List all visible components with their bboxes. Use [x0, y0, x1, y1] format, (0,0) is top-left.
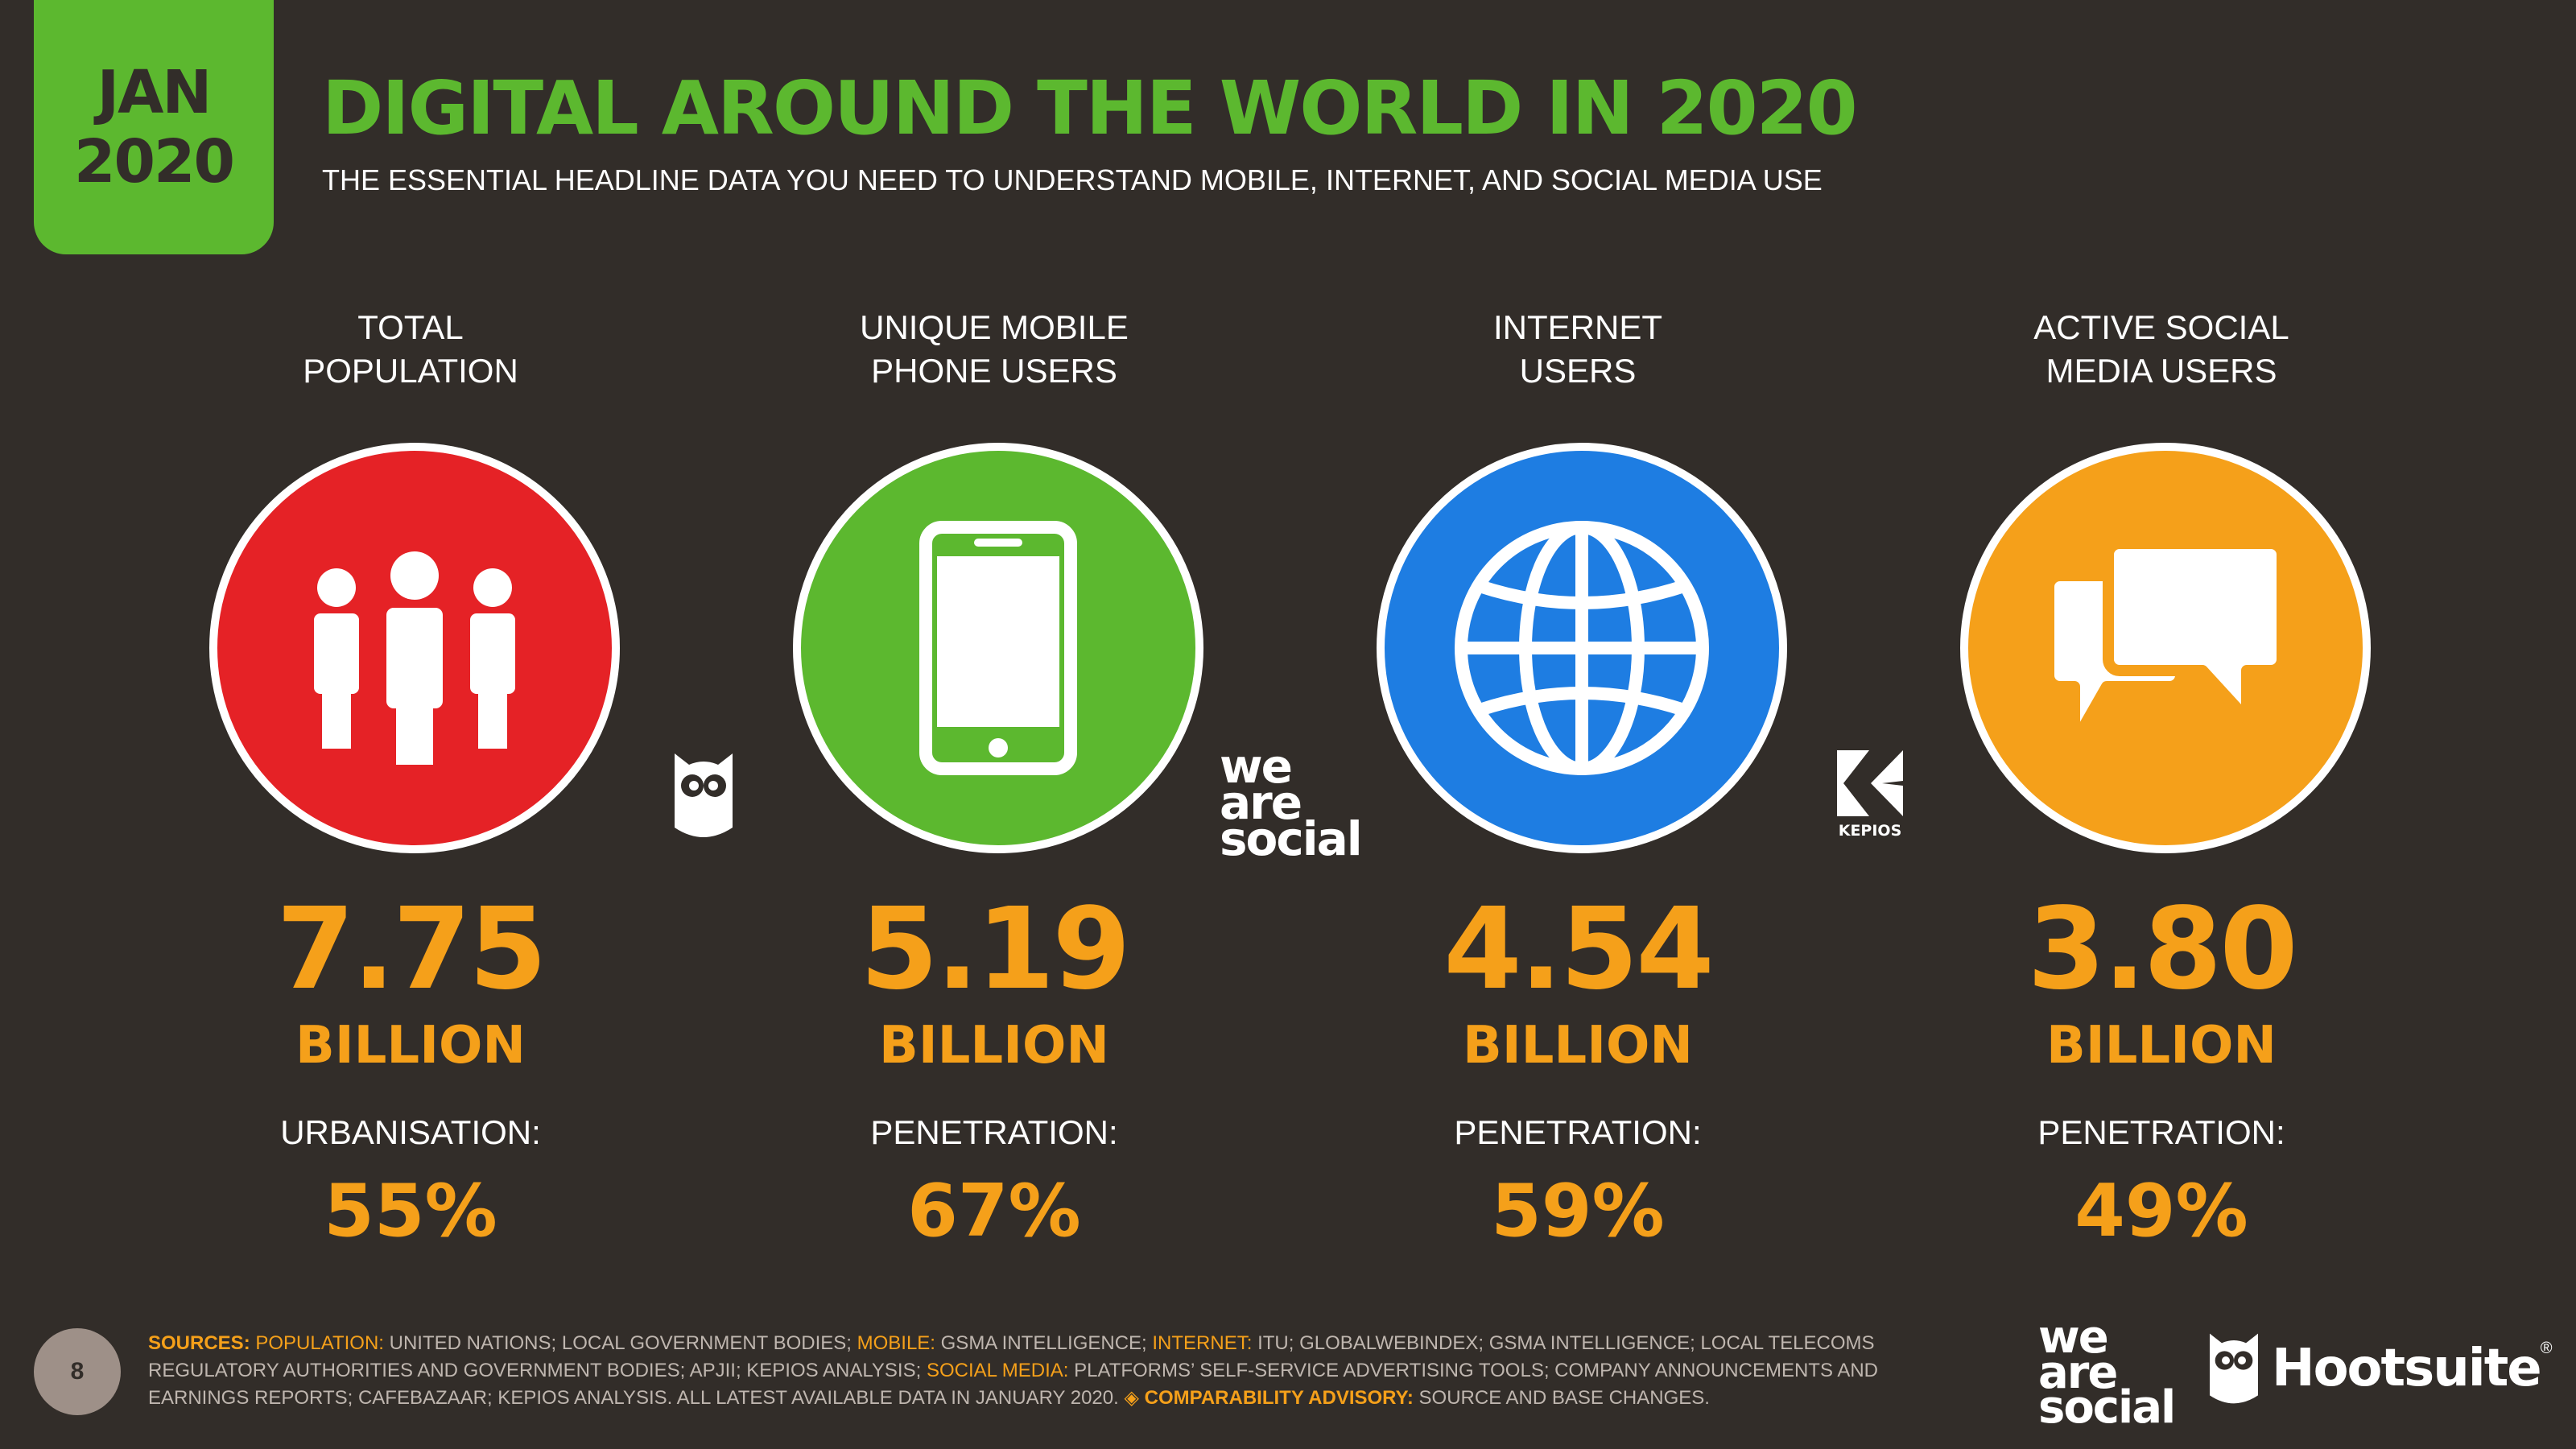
- we-are-social-word: are: [2038, 1346, 2118, 1399]
- owl-icon: [2210, 1333, 2258, 1404]
- page-title: DIGITAL AROUND THE WORLD IN 2020: [322, 65, 1858, 151]
- hootsuite-logo: Hootsuite ®: [2206, 1328, 2552, 1409]
- internet-source-label: INTERNET:: [1152, 1332, 1253, 1354]
- stat-mobile-users: UNIQUE MOBILE PHONE USERS 5.19 BILLION P…: [712, 306, 1276, 1272]
- kepios-wordmark: KEPIOS: [1838, 822, 1902, 840]
- social-source-label: SOCIAL MEDIA:: [926, 1360, 1069, 1381]
- globe-icon: [1455, 521, 1709, 775]
- stat-unit: BILLION: [879, 1016, 1109, 1075]
- stat-label: TOTAL POPULATION: [303, 308, 518, 390]
- date-badge: JAN 2020: [34, 0, 274, 254]
- date-month: JAN: [97, 58, 213, 127]
- kepios-logo: KEPIOS: [1835, 749, 1905, 840]
- stat-total-population: TOTAL POPULATION 7.75 BILLION URBANISATI…: [129, 306, 692, 1272]
- we-are-social-word: we: [1220, 739, 1293, 794]
- stat-metric-value: 67%: [907, 1169, 1081, 1253]
- stat-circle: [1960, 443, 2371, 853]
- we-are-social-word: are: [1220, 775, 1302, 831]
- stat-circle: [1377, 443, 1787, 853]
- sources-text: SOURCES: POPULATION: UNITED NATIONS; LOC…: [148, 1330, 1919, 1412]
- we-are-social-footer-logo: we are social: [2038, 1311, 2176, 1435]
- owl-icon: [675, 753, 733, 837]
- stat-value: 4.54: [1443, 884, 1714, 1015]
- stat-internet-users: INTERNET USERS 4.54 BILLION PENETRATION:…: [1296, 306, 1860, 1272]
- we-are-social-logo: we are social: [1220, 739, 1363, 867]
- stat-circle: [209, 443, 620, 853]
- stat-label: UNIQUE MOBILE PHONE USERS: [860, 308, 1129, 390]
- kepios-mark-icon: [1837, 750, 1903, 816]
- stat-metric-label: URBANISATION:: [280, 1113, 541, 1151]
- registered-mark: ®: [2540, 1340, 2553, 1357]
- chat-bubbles-icon: [2049, 543, 2282, 749]
- stat-value: 3.80: [2027, 884, 2297, 1015]
- we-are-social-word: social: [2038, 1381, 2176, 1435]
- sources-label: SOURCES:: [148, 1332, 250, 1354]
- page-subtitle: THE ESSENTIAL HEADLINE DATA YOU NEED TO …: [322, 163, 1823, 196]
- stat-unit: BILLION: [2046, 1016, 2277, 1075]
- advisory-label: COMPARABILITY ADVISORY:: [1144, 1387, 1414, 1409]
- stat-value: 5.19: [860, 884, 1130, 1015]
- people-icon: [314, 551, 515, 765]
- social-source-text: PLATFORMS’ SELF-SERVICE ADVERTISING TOOL…: [148, 1360, 1878, 1409]
- hootsuite-owl-logo: [670, 747, 737, 848]
- internet-source-text: ITU; GLOBALWEBINDEX; GSMA INTELLIGENCE; …: [148, 1332, 1875, 1381]
- mobile-source-label: MOBILE:: [857, 1332, 935, 1354]
- stat-metric-value: 49%: [2074, 1169, 2248, 1253]
- we-are-social-word: we: [2038, 1311, 2109, 1364]
- we-are-social-word: social: [1220, 811, 1363, 867]
- population-source-text: UNITED NATIONS; LOCAL GOVERNMENT BODIES;: [389, 1332, 852, 1354]
- advisory-text: SOURCE AND BASE CHANGES.: [1418, 1387, 1710, 1409]
- date-year: 2020: [74, 127, 235, 196]
- stat-social-media-users: ACTIVE SOCIAL MEDIA USERS 3.80 BILLION P…: [1880, 306, 2443, 1272]
- stat-metric-label: PENETRATION:: [870, 1113, 1118, 1151]
- stat-unit: BILLION: [295, 1016, 526, 1075]
- mobile-source-text: GSMA INTELLIGENCE;: [940, 1332, 1147, 1354]
- stat-value: 7.75: [276, 884, 547, 1015]
- stat-unit: BILLION: [1463, 1016, 1693, 1075]
- advisory-icon: ◈: [1124, 1387, 1139, 1409]
- stat-metric-value: 55%: [324, 1169, 497, 1253]
- mobile-phone-icon: [919, 521, 1077, 775]
- hootsuite-wordmark: Hootsuite: [2272, 1339, 2542, 1398]
- stat-label: ACTIVE SOCIAL MEDIA USERS: [2033, 308, 2289, 390]
- page-number: 8: [34, 1328, 121, 1415]
- stat-circle: [793, 443, 1203, 853]
- population-source-label: POPULATION:: [255, 1332, 384, 1354]
- stat-metric-label: PENETRATION:: [1454, 1113, 1702, 1151]
- stat-label: INTERNET USERS: [1493, 308, 1662, 390]
- stat-metric-label: PENETRATION:: [2037, 1113, 2285, 1151]
- stat-metric-value: 59%: [1491, 1169, 1665, 1253]
